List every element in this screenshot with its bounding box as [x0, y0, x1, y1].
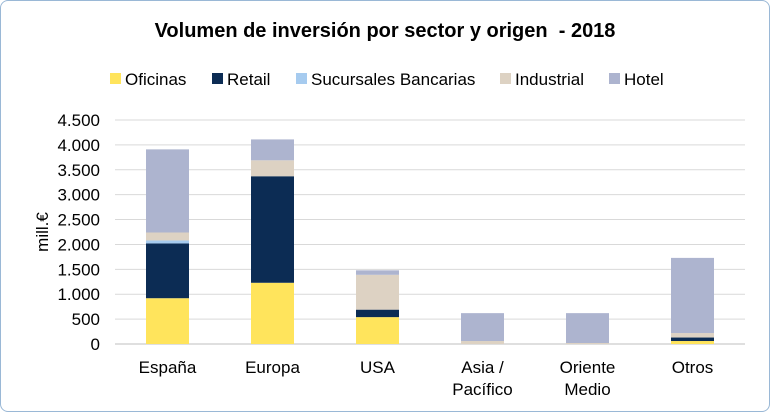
legend-label: Sucursales Bancarias — [311, 70, 475, 89]
y-tick-label: 2.000 — [57, 235, 100, 254]
bar-segment — [671, 257, 714, 334]
legend-label: Oficinas — [125, 70, 186, 89]
bar-segment — [251, 160, 294, 177]
y-tick-label: 0 — [91, 335, 100, 354]
bar-segment — [146, 232, 189, 241]
y-tick-label: 2.500 — [57, 211, 100, 230]
bar-segment — [671, 341, 714, 344]
bar-segment — [146, 240, 189, 244]
legend: Oficinas Retail Sucursales Bancarias Indust… — [110, 70, 664, 89]
bar-segment — [671, 333, 714, 338]
legend-label: Retail — [227, 70, 270, 89]
legend-label: Hotel — [624, 70, 664, 89]
x-tick-label: Oriente — [560, 358, 616, 377]
legend-swatch — [500, 73, 511, 84]
y-tick-label: 1.000 — [57, 285, 100, 304]
bars — [146, 139, 714, 344]
y-tick-label: 3.500 — [57, 161, 100, 180]
x-tick-label: Otros — [672, 358, 714, 377]
bar-segment — [461, 313, 504, 342]
bar-segment — [566, 343, 609, 344]
x-axis-labels: España Europa USA Asia / Pacífico Oriente Medi… — [139, 358, 714, 399]
bar-segment — [146, 149, 189, 233]
legend-label: Industrial — [515, 70, 584, 89]
bar-segment — [146, 243, 189, 299]
legend-swatch — [212, 73, 223, 84]
y-tick-label: 500 — [72, 310, 100, 329]
bar-segment — [566, 313, 609, 344]
gridlines — [115, 119, 745, 345]
bar-segment — [251, 282, 294, 344]
legend-swatch — [609, 73, 620, 84]
y-tick-label: 1.500 — [57, 260, 100, 279]
x-tick-label: Medio — [564, 380, 610, 399]
bar-segment — [671, 337, 714, 342]
x-tick-label: Asia / — [461, 358, 504, 377]
y-tick-label: 3.000 — [57, 186, 100, 205]
x-tick-label: Pacífico — [452, 380, 512, 399]
bar-segment — [251, 139, 294, 161]
chart-title: Volumen de inversión por sector y origen… — [154, 20, 616, 42]
bar-segment — [356, 317, 399, 344]
legend-swatch — [296, 73, 307, 84]
x-tick-label: Europa — [245, 358, 300, 377]
x-tick-label: USA — [360, 358, 396, 377]
bar-segment — [146, 298, 189, 344]
bar-segment — [251, 176, 294, 283]
y-axis-ticks: 0 500 1.000 1.500 2.000 2.500 3.000 3.500 4.000 4… — [57, 111, 100, 354]
x-tick-label: España — [139, 358, 197, 377]
bar-segment — [356, 270, 399, 275]
legend-swatch — [110, 73, 121, 84]
y-tick-label: 4.000 — [57, 136, 100, 155]
bar-segment — [356, 309, 399, 318]
y-axis-label: mill.€ — [33, 212, 52, 252]
bar-segment — [356, 274, 399, 310]
y-tick-label: 4.500 — [57, 111, 100, 130]
bar-segment — [461, 341, 504, 344]
